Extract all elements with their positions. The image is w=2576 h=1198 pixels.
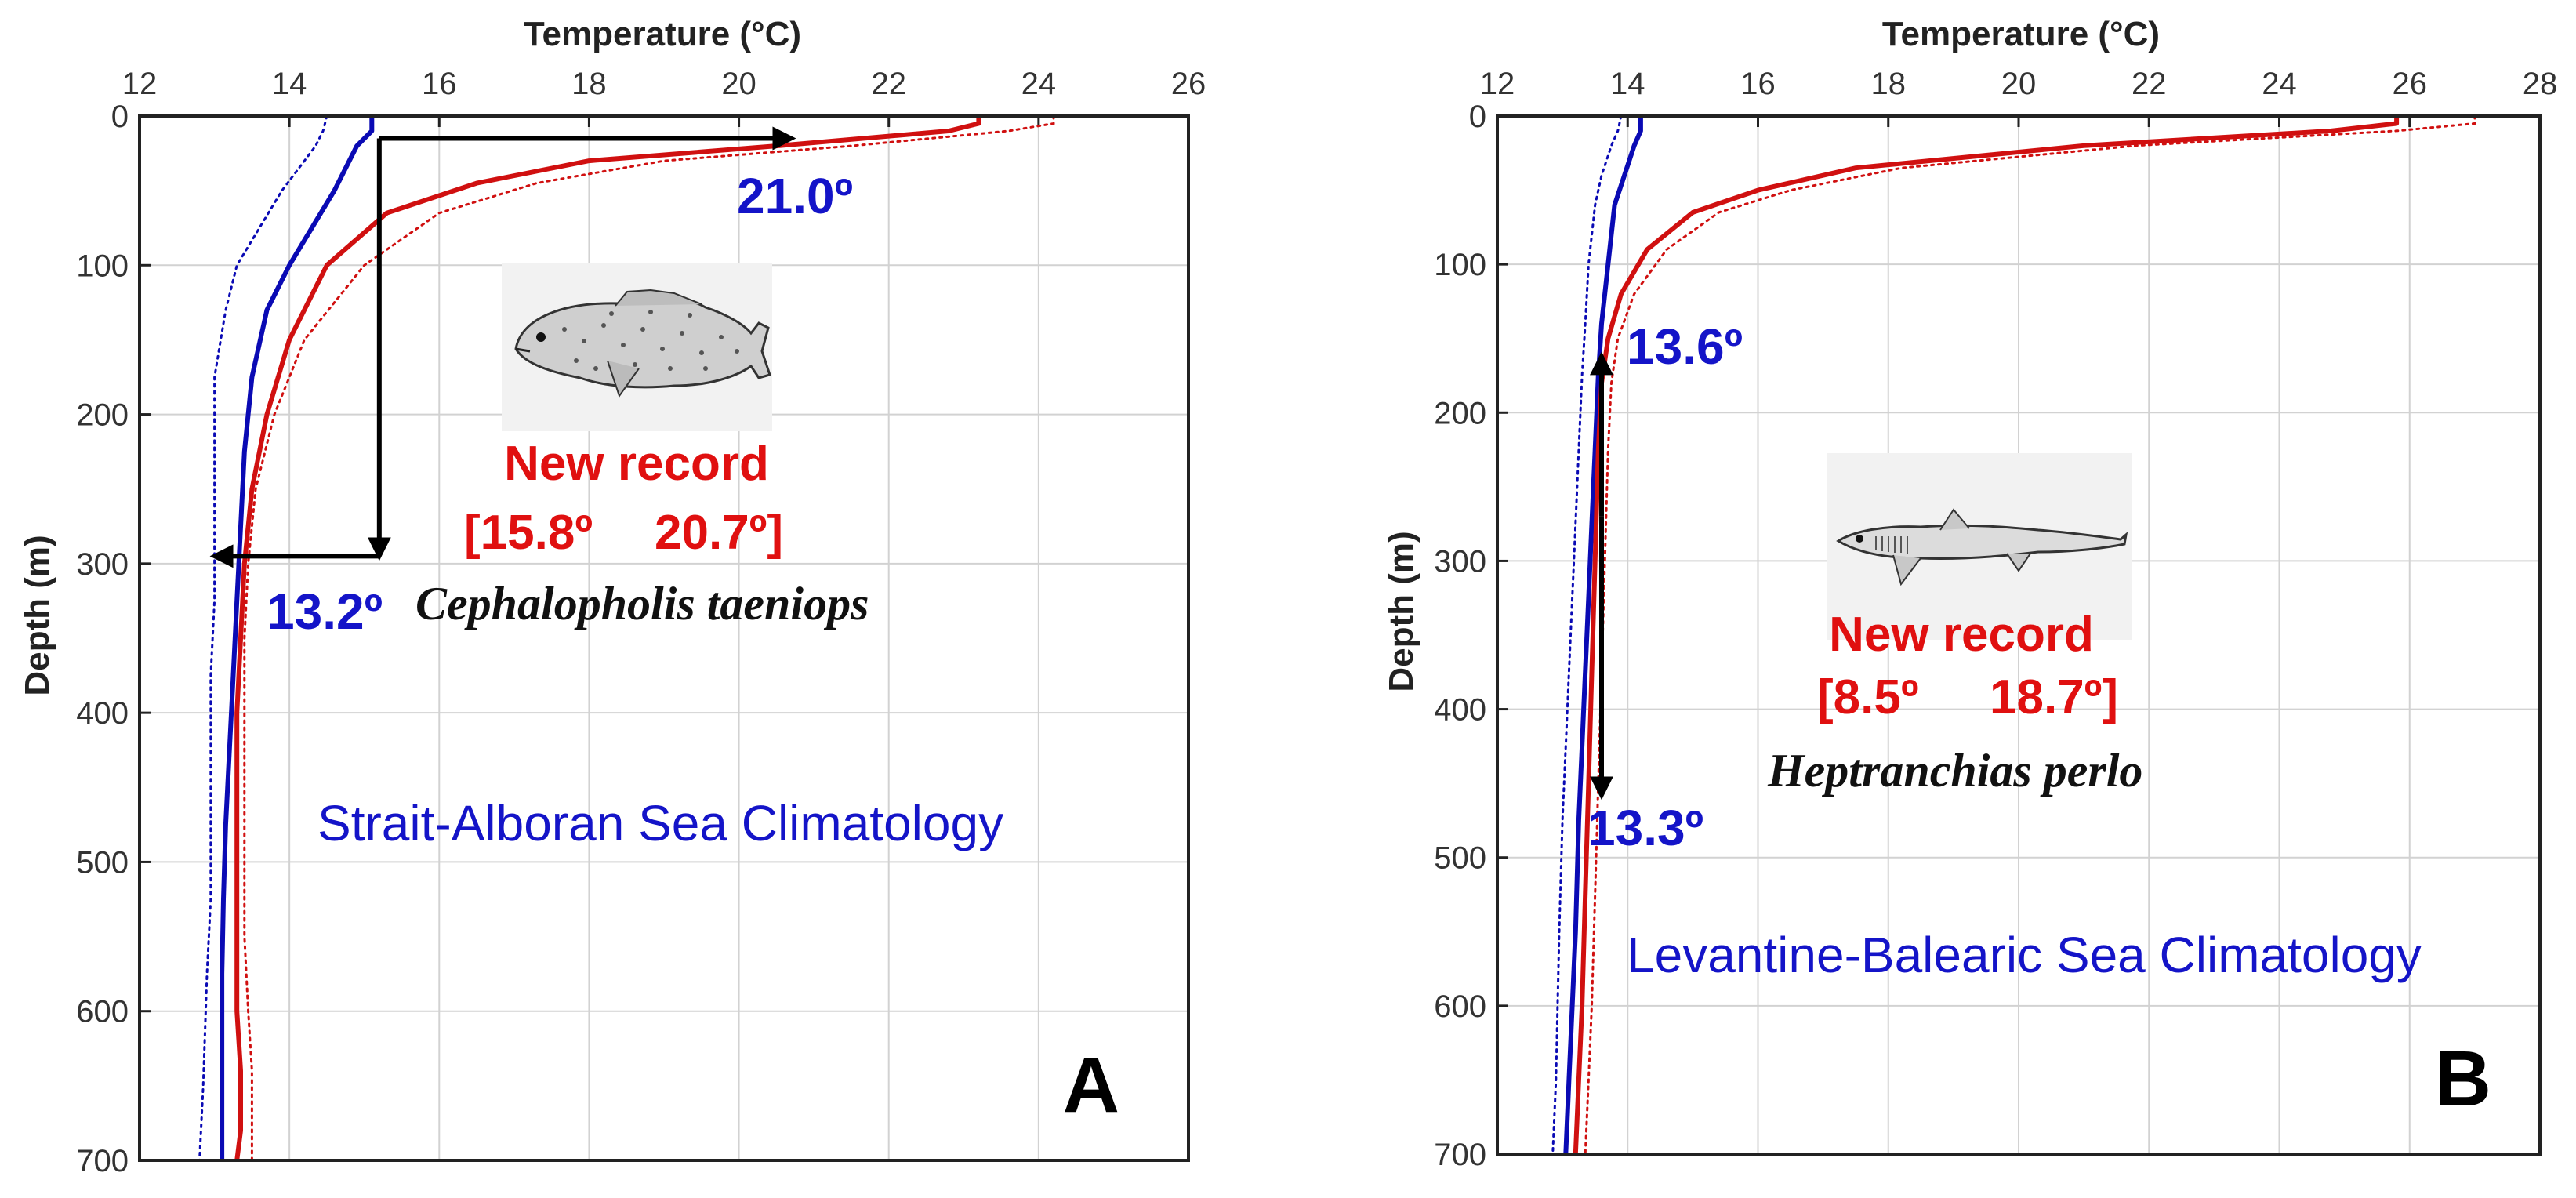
panel-a-surface-temp-label: 21.0º xyxy=(737,168,853,224)
y-tick-label: 100 xyxy=(1434,248,1486,282)
panel-b-lower-temp-label: 13.3º xyxy=(1587,800,1703,856)
x-tick-label: 16 xyxy=(422,67,457,101)
x-tick-label: 22 xyxy=(871,67,906,101)
panel-b-record-max: 18.7º] xyxy=(1990,670,2118,724)
panel-b-x-axis-title: Temperature (°C) xyxy=(1882,15,2160,53)
x-tick-label: 16 xyxy=(1740,67,1776,101)
panel-a-plot-frame xyxy=(138,114,1190,1162)
series-line-red-solid xyxy=(234,116,981,1161)
panel-b-upper-temp-label: 13.6º xyxy=(1627,318,1743,375)
panel-a-letter: A xyxy=(1063,1041,1119,1129)
series-line-red-solid xyxy=(1573,116,2400,1155)
series-line-blue-solid xyxy=(220,116,375,1160)
series-line-red-dotted xyxy=(243,114,1055,1162)
y-tick-label: 500 xyxy=(76,845,129,880)
panel-a-climatology-label: Strait-Alboran Sea Climatology xyxy=(317,795,1003,851)
y-tick-label: 700 xyxy=(76,1144,129,1178)
panel-a-tick-labels: 12 14 16 18 20 22 24 26 0 100 200 300 400 500 600 700 xyxy=(76,67,1206,1178)
y-tick-label: 0 xyxy=(111,100,129,134)
y-tick-label: 500 xyxy=(1434,841,1486,876)
panel-a-new-record-title: New record xyxy=(504,437,769,491)
grouper-fish-illustration xyxy=(502,263,772,431)
x-tick-label: 20 xyxy=(2001,67,2037,101)
y-tick-label: 200 xyxy=(76,398,129,433)
panel-a-series xyxy=(198,114,1055,1162)
x-tick-label: 24 xyxy=(2262,67,2297,101)
panel-a-x-axis-title: Temperature (°C) xyxy=(524,15,801,53)
x-tick-label: 18 xyxy=(1871,67,1907,101)
x-tick-label: 14 xyxy=(1610,67,1645,101)
x-tick-label: 18 xyxy=(571,67,607,101)
panel-b-species-name: Heptranchias perlo xyxy=(1767,745,2142,797)
panel-a: 12 14 16 18 20 22 24 26 0 100 200 300 400 500 600 700 T… xyxy=(18,15,1206,1178)
y-tick-label: 300 xyxy=(1434,544,1486,579)
panel-b: 12 14 16 18 20 22 24 26 28 0 100 200 300 400 500 600 700… xyxy=(1382,15,2557,1172)
series-line-blue-dotted xyxy=(1551,114,1623,1156)
y-tick-label: 400 xyxy=(76,696,129,731)
y-tick-label: 600 xyxy=(76,995,129,1029)
panel-b-climatology-label: Levantine-Balearic Sea Climatology xyxy=(1627,927,2422,983)
x-tick-label: 28 xyxy=(2523,67,2558,101)
y-tick-label: 400 xyxy=(1434,693,1486,728)
panel-a-species-name: Cephalopholis taeniops xyxy=(415,578,869,630)
y-tick-label: 0 xyxy=(1469,100,1486,134)
x-tick-label: 26 xyxy=(2393,67,2428,101)
x-tick-label: 22 xyxy=(2132,67,2167,101)
series-line-blue-dotted xyxy=(198,114,328,1162)
panel-a-record-max: 20.7º] xyxy=(655,506,783,560)
panel-a-y-axis-title: Depth (m) xyxy=(18,535,56,695)
panel-b-plot-frame xyxy=(1496,114,2542,1156)
x-tick-label: 24 xyxy=(1021,67,1057,101)
panel-b-letter: B xyxy=(2435,1035,2491,1123)
panel-a-record-min: [15.8º xyxy=(464,506,593,560)
series-line-red-dotted xyxy=(1584,114,2476,1156)
panel-b-record-min: [8.5º xyxy=(1817,670,1918,724)
series-line-blue-solid xyxy=(1563,116,1643,1155)
panel-b-new-record-title: New record xyxy=(1829,608,2094,662)
panel-a-depth-temp-label: 13.2º xyxy=(267,583,383,640)
x-tick-label: 20 xyxy=(721,67,756,101)
x-tick-label: 26 xyxy=(1171,67,1206,101)
panel-b-series xyxy=(1551,114,2476,1156)
y-tick-label: 200 xyxy=(1434,396,1486,430)
sixgill-shark-illustration xyxy=(1827,453,2132,640)
panel-a-arrows xyxy=(209,126,796,568)
x-tick-label: 12 xyxy=(1480,67,1515,101)
panel-b-y-axis-title: Depth (m) xyxy=(1382,531,1420,692)
panel-b-tick-labels: 12 14 16 18 20 22 24 26 28 0 100 200 300 400 500 600 700 xyxy=(1434,67,2557,1172)
x-tick-label: 12 xyxy=(122,67,158,101)
x-tick-label: 14 xyxy=(272,67,307,101)
y-tick-label: 300 xyxy=(76,547,129,582)
y-tick-label: 100 xyxy=(76,249,129,283)
y-tick-label: 600 xyxy=(1434,989,1486,1024)
y-tick-label: 700 xyxy=(1434,1138,1486,1172)
